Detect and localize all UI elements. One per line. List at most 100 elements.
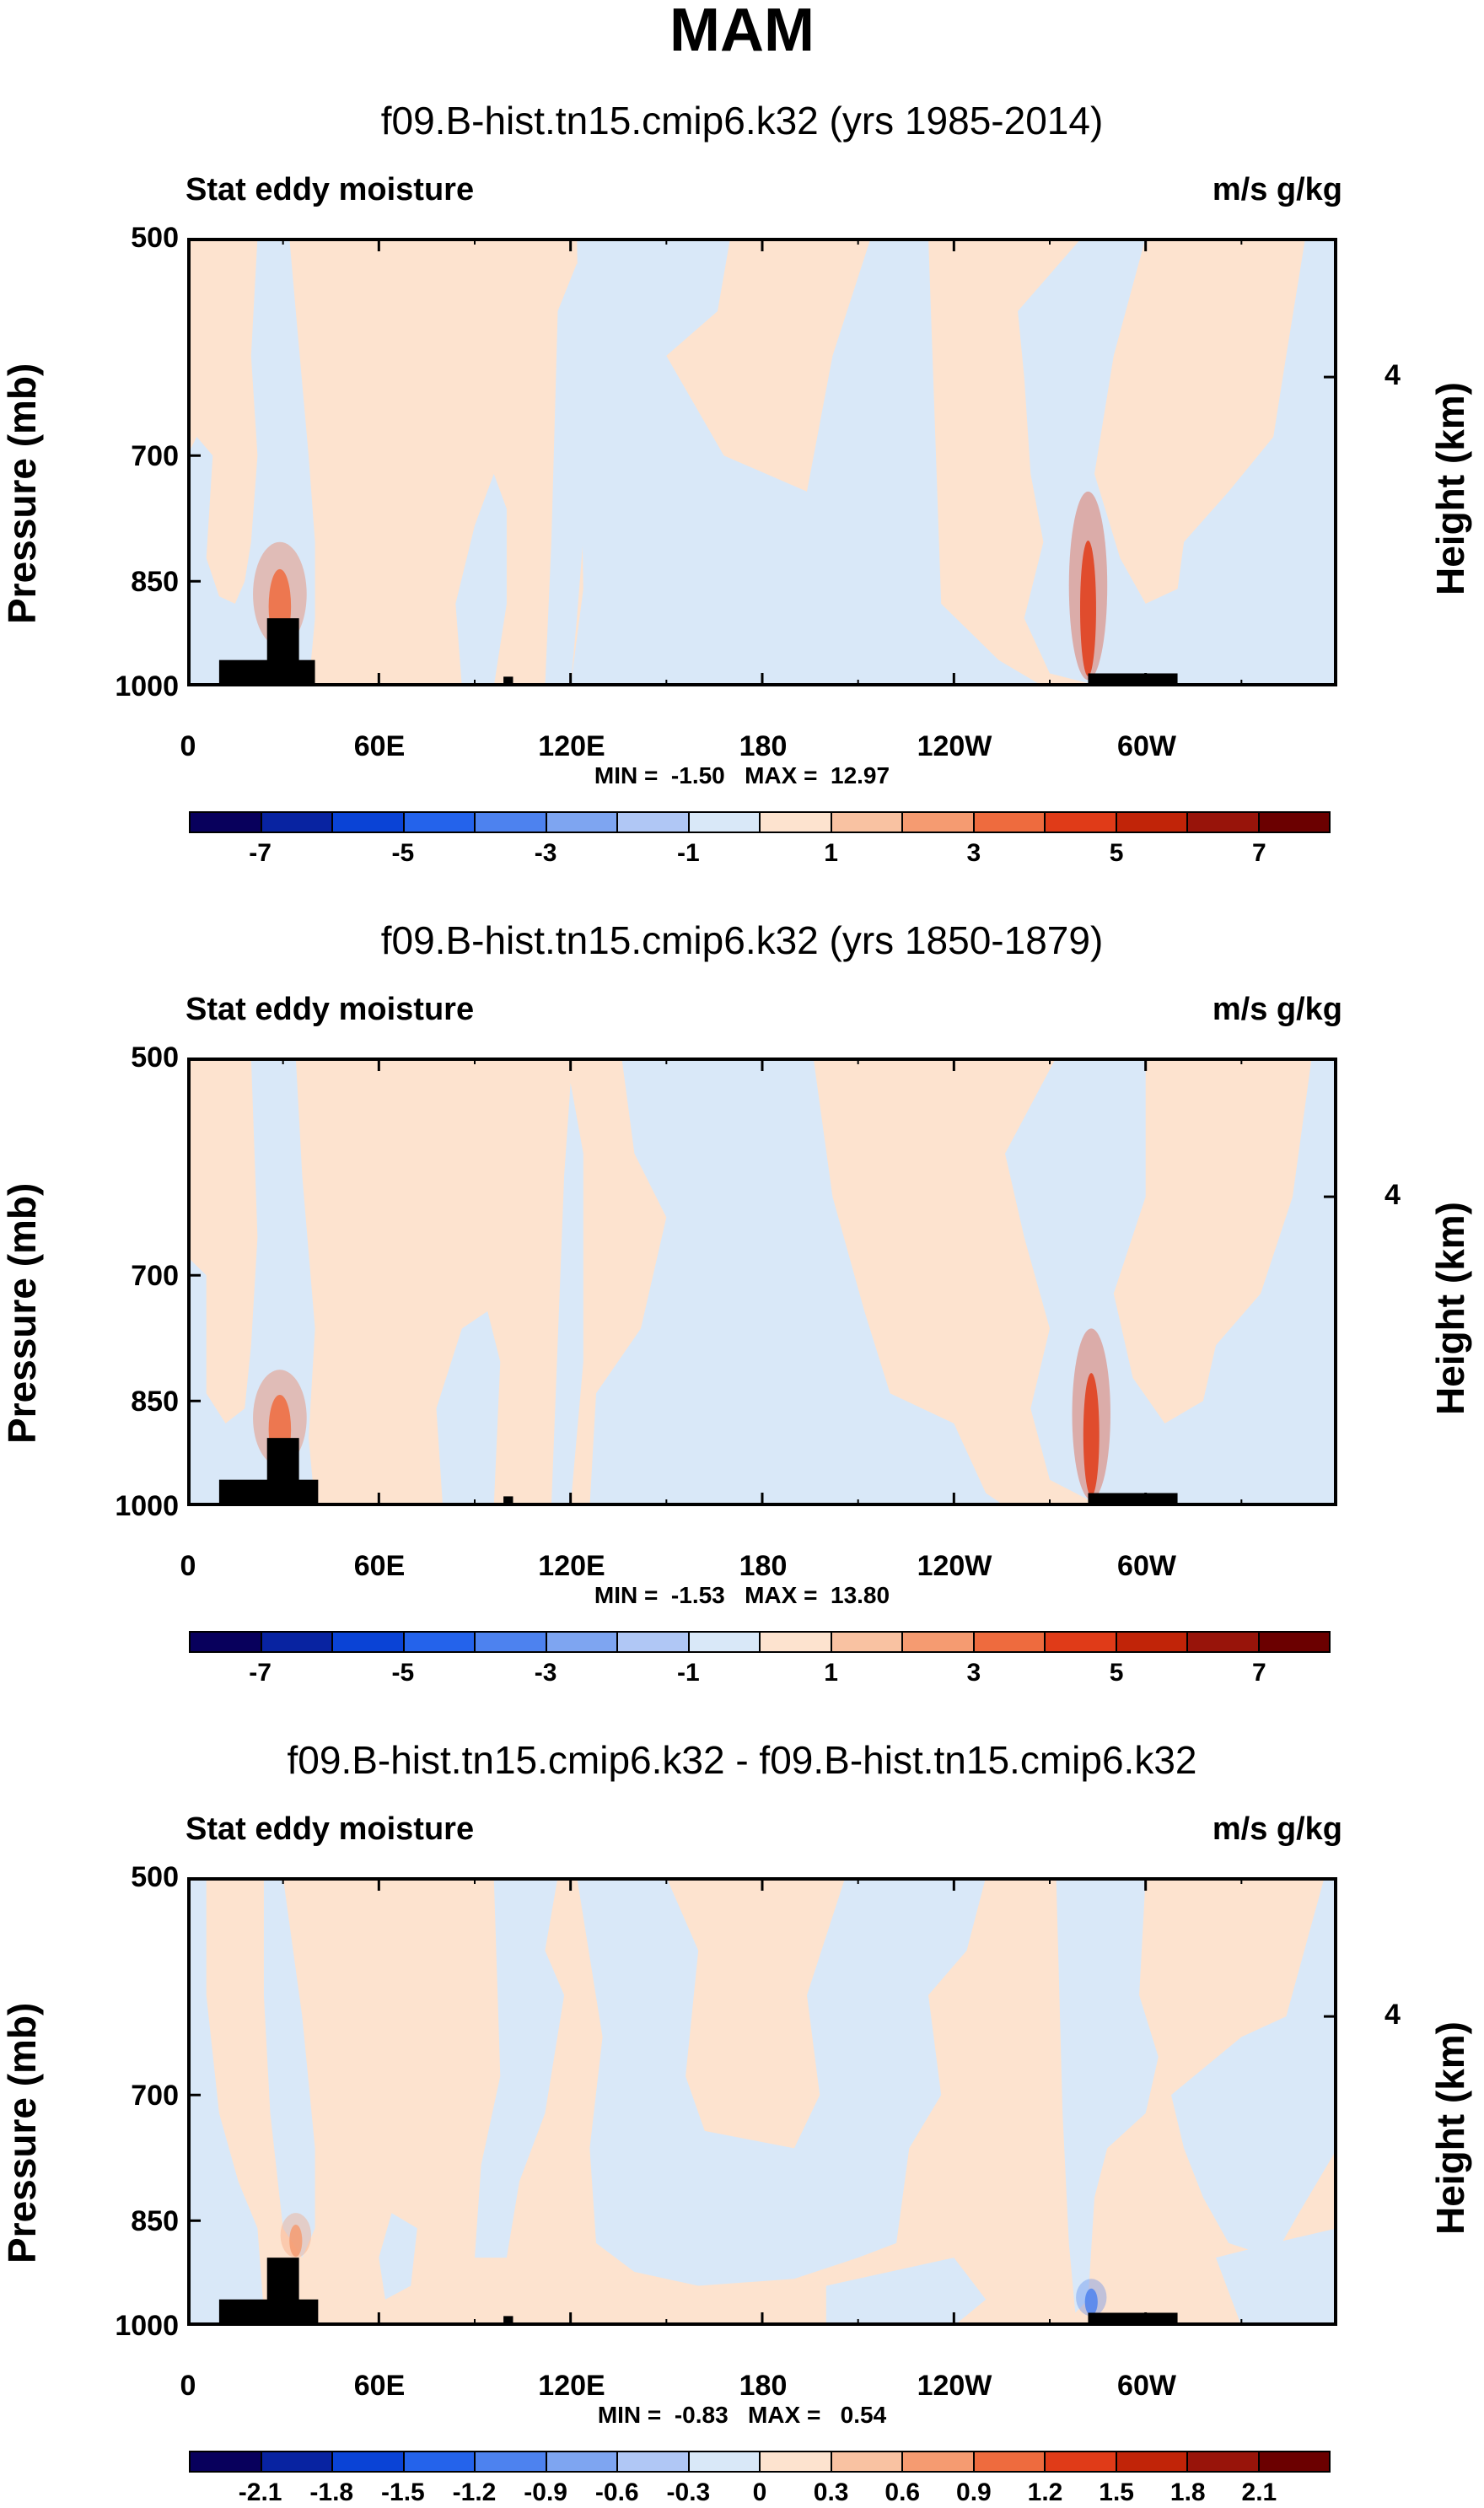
panel-title: f09.B-hist.tn15.cmip6.k32 (yrs 1850-1879… [380,918,1104,962]
colorbar-cell [476,1633,547,1651]
y-tick-label: 700 [131,440,179,472]
y-tick-label: 500 [131,1041,179,1074]
colorbar-cell [404,1633,476,1651]
colorbar-cell [903,2452,975,2471]
colorbar-cell [1188,1633,1260,1651]
units-label: m/s g/kg [1212,172,1342,207]
colorbar-label: -1 [677,1659,700,1687]
colorbar-cell [1046,2452,1117,2471]
colorbar-cell [689,813,761,832]
plume-core [1084,2288,1098,2316]
colorbar-label: 0 [752,2478,767,2506]
colorbar-label: -5 [391,839,415,867]
colorbar-label: -0.9 [524,2478,567,2506]
x-tick-label: 180 [739,730,788,762]
negative-region [436,1311,501,1506]
colorbar-cell [831,2452,903,2471]
topography-mask [503,676,513,686]
colorbar-cell [831,1633,903,1651]
colorbar-label: 7 [1252,839,1266,867]
colorbar-labels: -2.1 -1.8 -1.5 -1.2 -0.9 -0.6 -0.3 0 0.3 0.6 0.9 1.… [0,2479,1484,2508]
x-tick-label: 120W [917,2370,992,2402]
colorbar-cell [761,1633,832,1651]
negative-region [187,1877,264,2326]
colorbar-label: 2.1 [1241,2478,1277,2506]
y-tick-label: 700 [131,2080,179,2112]
y-tick-label: 500 [131,222,179,254]
colorbar-cell [1188,2452,1260,2471]
colorbar-label: -3 [534,1659,557,1687]
colorbar-cell [689,2452,761,2471]
contour-plot [187,1877,1337,2326]
height-axis-title: Height (km) [1428,2021,1472,2235]
negative-region [1171,1877,1337,2258]
colorbar-cell [1046,1633,1117,1651]
height-axis-title: Height (km) [1428,1202,1472,1415]
colorbar-cell [404,813,476,832]
negative-region [589,1058,1005,1506]
x-tick-label: 60W [1117,730,1176,762]
colorbar-cell [261,813,333,832]
topography-mask [266,1438,299,1506]
negative-region [1056,1877,1159,2313]
colorbar-cell [618,813,690,832]
colorbar-label: -1.2 [452,2478,497,2506]
colorbar-cell [1116,813,1188,832]
colorbar-cell [1259,813,1329,832]
colorbar-cell [761,813,832,832]
topography-mask [266,618,299,686]
colorbar-label: 1 [824,839,838,867]
colorbar-cell [1046,813,1117,832]
field-name-label: Stat eddy moisture [186,1811,475,1847]
colorbar-cell [903,813,975,832]
colorbar-cell [546,2452,618,2471]
colorbar-cell [191,813,262,832]
colorbar [189,811,1331,833]
colorbar-cell [618,2452,690,2471]
colorbar-cell [1116,2452,1188,2471]
negative-region [570,238,1044,686]
x-tick-label: 60E [353,2370,406,2402]
colorbar-cell [261,2452,333,2471]
colorbar [189,2451,1331,2473]
colorbar-labels: -7 -5 -3 -1 1 3 5 7 [0,1660,1484,1688]
pressure-axis-title: Pressure (mb) [0,1182,44,1444]
colorbar-cell [546,813,618,832]
x-tick-label: 0 [180,2370,196,2402]
field-name-label: Stat eddy moisture [186,992,475,1027]
x-tick-label: 180 [739,2370,788,2402]
colorbar-labels: -7 -5 -3 -1 1 3 5 7 [0,840,1484,869]
x-tick-label: 60E [353,730,406,762]
min-max-label: MIN = -1.53 MAX = 13.80 [594,1582,890,1608]
field-name-label: Stat eddy moisture [186,172,475,207]
colorbar-cell [974,2452,1046,2471]
colorbar-cell [261,1633,333,1651]
colorbar-cell [191,1633,262,1651]
y-tick-label: 850 [131,1386,179,1418]
negative-region [187,1058,315,1506]
contour-svg [187,1058,1337,1506]
x-tick-label: 60E [353,1550,406,1582]
colorbar-label: -2.1 [238,2478,282,2506]
topography-mask [503,1496,513,1506]
colorbar-label: 0.6 [884,2478,921,2506]
negative-region [379,2213,417,2300]
panel-title: f09.B-hist.tn15.cmip6.k32 - f09.B-hist.t… [287,1738,1197,1782]
negative-region [551,1083,583,1506]
x-tick-label: 0 [180,1550,196,1582]
colorbar-label: 0.3 [813,2478,849,2506]
colorbar-label: 7 [1252,1659,1266,1687]
colorbar-label: 1.2 [1027,2478,1063,2506]
panel-title: f09.B-hist.tn15.cmip6.k32 (yrs 1985-2014… [380,99,1104,143]
negative-region [455,473,507,686]
plume-core [1083,1373,1100,1497]
pressure-axis-title: Pressure (mb) [0,363,44,624]
negative-region [263,1877,315,2258]
y-tick-label: 1000 [115,2310,179,2342]
height-tick-label: 4 [1385,1179,1401,1211]
colorbar-cell [191,2452,262,2471]
topography-mask [503,2316,513,2326]
colorbar-label: -3 [534,839,557,867]
colorbar-label: -5 [391,1659,415,1687]
colorbar-cell [1259,2452,1329,2471]
